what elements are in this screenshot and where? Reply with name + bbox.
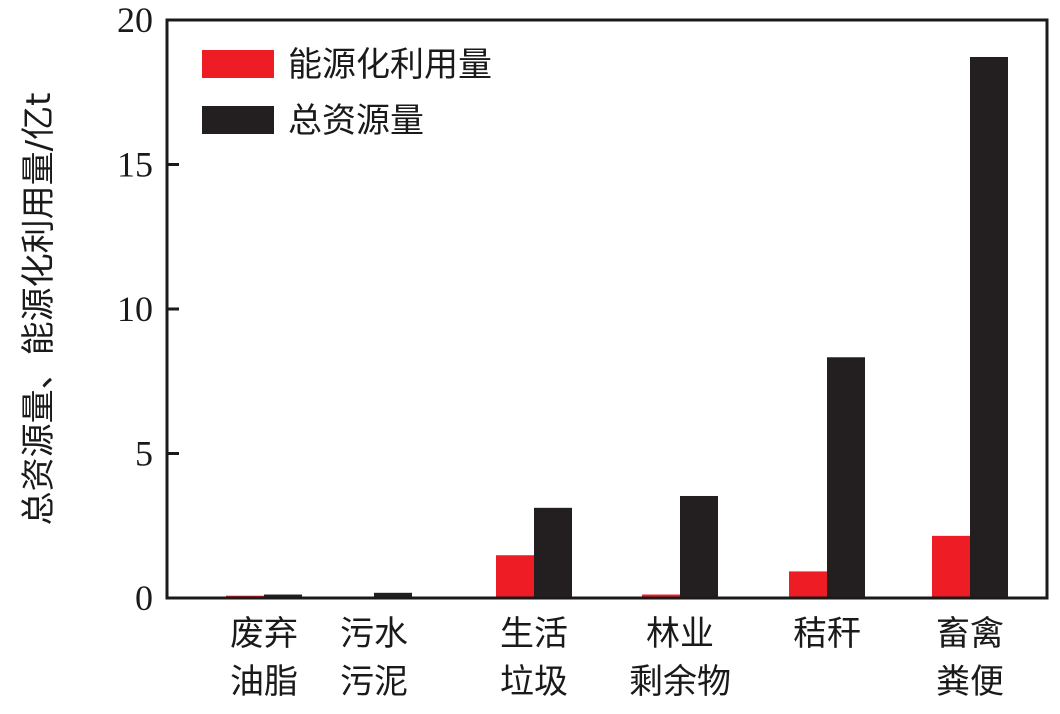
x-category-label-1-line-0: 污水 (340, 614, 408, 654)
bar-total-resource-2 (534, 507, 572, 598)
y-tick-label-2: 10 (117, 289, 153, 329)
y-tick-label-4: 20 (117, 0, 153, 40)
bars-layer (226, 56, 1008, 598)
x-category-label-0-line-1: 油脂 (230, 662, 298, 702)
plot-area-frame (165, 18, 1049, 600)
legend-swatch-total-resource (202, 106, 274, 134)
x-category-label-2-line-0: 生活 (500, 614, 568, 654)
bar-energy-use-3 (642, 594, 680, 598)
bar-energy-use-5 (932, 535, 970, 598)
x-category-label-0-line-0: 废弃 (230, 614, 298, 654)
x-category-label-4-line-0: 秸秆 (793, 614, 861, 654)
bar-total-resource-1 (374, 592, 412, 598)
x-category-label-5-line-1: 粪便 (936, 662, 1004, 702)
bar-energy-use-4 (789, 571, 827, 598)
y-axis-ticks: 0 5 10 15 20 (117, 0, 179, 618)
bar-total-resource-3 (680, 495, 718, 598)
legend-label-energy-use: 能源化利用量 (288, 45, 492, 85)
legend-swatch-energy-use (202, 50, 274, 78)
legend-label-total-resource: 总资源量 (288, 101, 424, 141)
y-tick-label-1: 5 (135, 434, 153, 474)
y-tick-label-0: 0 (135, 578, 153, 618)
y-axis-title: 总资源量、能源化利用量/亿t (19, 93, 59, 526)
x-category-label-1-line-1: 污泥 (340, 662, 408, 702)
legend: 能源化利用量 总资源量 (202, 45, 492, 141)
x-category-label-3-line-1: 剩余物 (629, 662, 731, 702)
x-category-label-3-line-0: 林业 (646, 614, 714, 654)
x-category-label-5-line-0: 畜禽 (936, 614, 1004, 654)
bar-energy-use-2 (496, 555, 534, 598)
bar-total-resource-4 (827, 357, 865, 598)
bar-total-resource-0 (264, 594, 302, 598)
bar-total-resource-5 (970, 56, 1008, 598)
x-category-label-2-line-1: 垃圾 (500, 662, 568, 702)
y-tick-label-3: 15 (117, 145, 153, 185)
